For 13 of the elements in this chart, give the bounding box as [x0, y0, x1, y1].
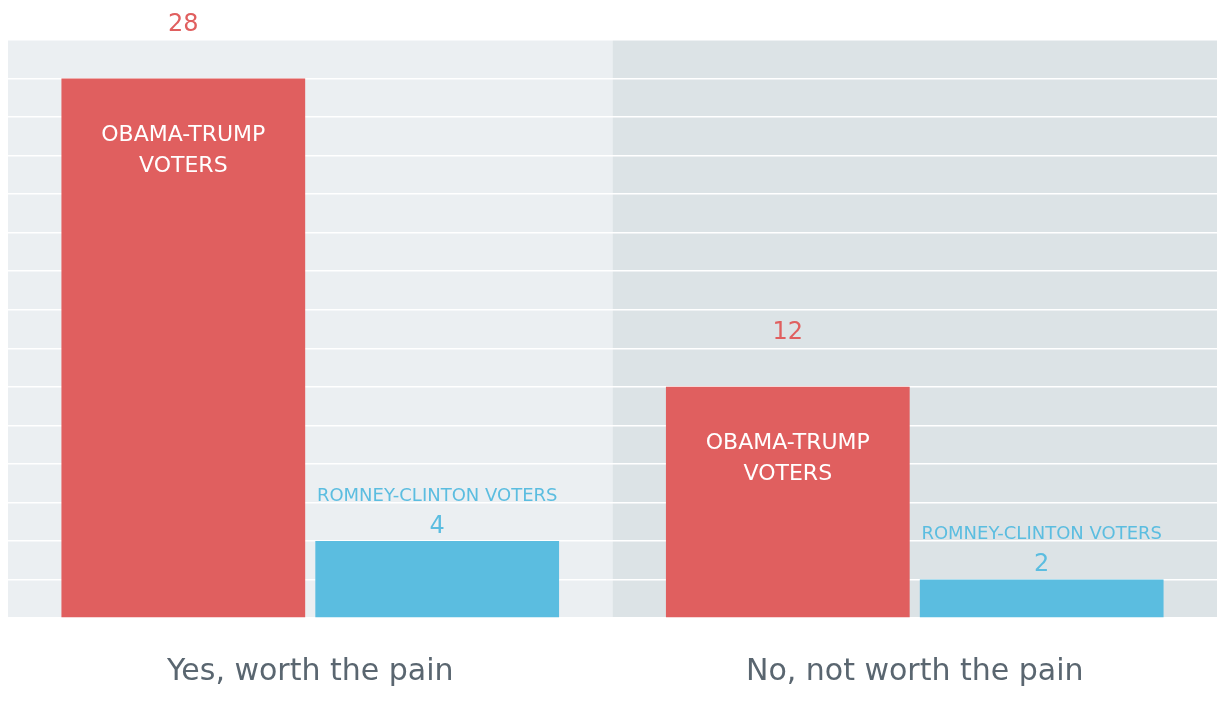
bar [919, 579, 1164, 618]
series-label: ROMNEY-CLINTON VOTERS [316, 483, 558, 505]
data-label: 28 [168, 8, 199, 37]
data-label: 2 [1034, 549, 1050, 578]
bar [665, 386, 910, 618]
bar [315, 540, 560, 618]
x-tick-label: Yes, worth the pain [165, 651, 454, 687]
data-label: 4 [429, 510, 445, 539]
data-label: 12 [772, 316, 804, 345]
x-tick-label: No, not worth the pain [745, 651, 1084, 687]
text: OBAMA-TRUMP VOTERS [101, 120, 266, 177]
text: ROMNEY-CLINTON VOTERS [921, 522, 1162, 544]
series-label: OBAMA-TRUMP VOTERS [705, 428, 870, 485]
